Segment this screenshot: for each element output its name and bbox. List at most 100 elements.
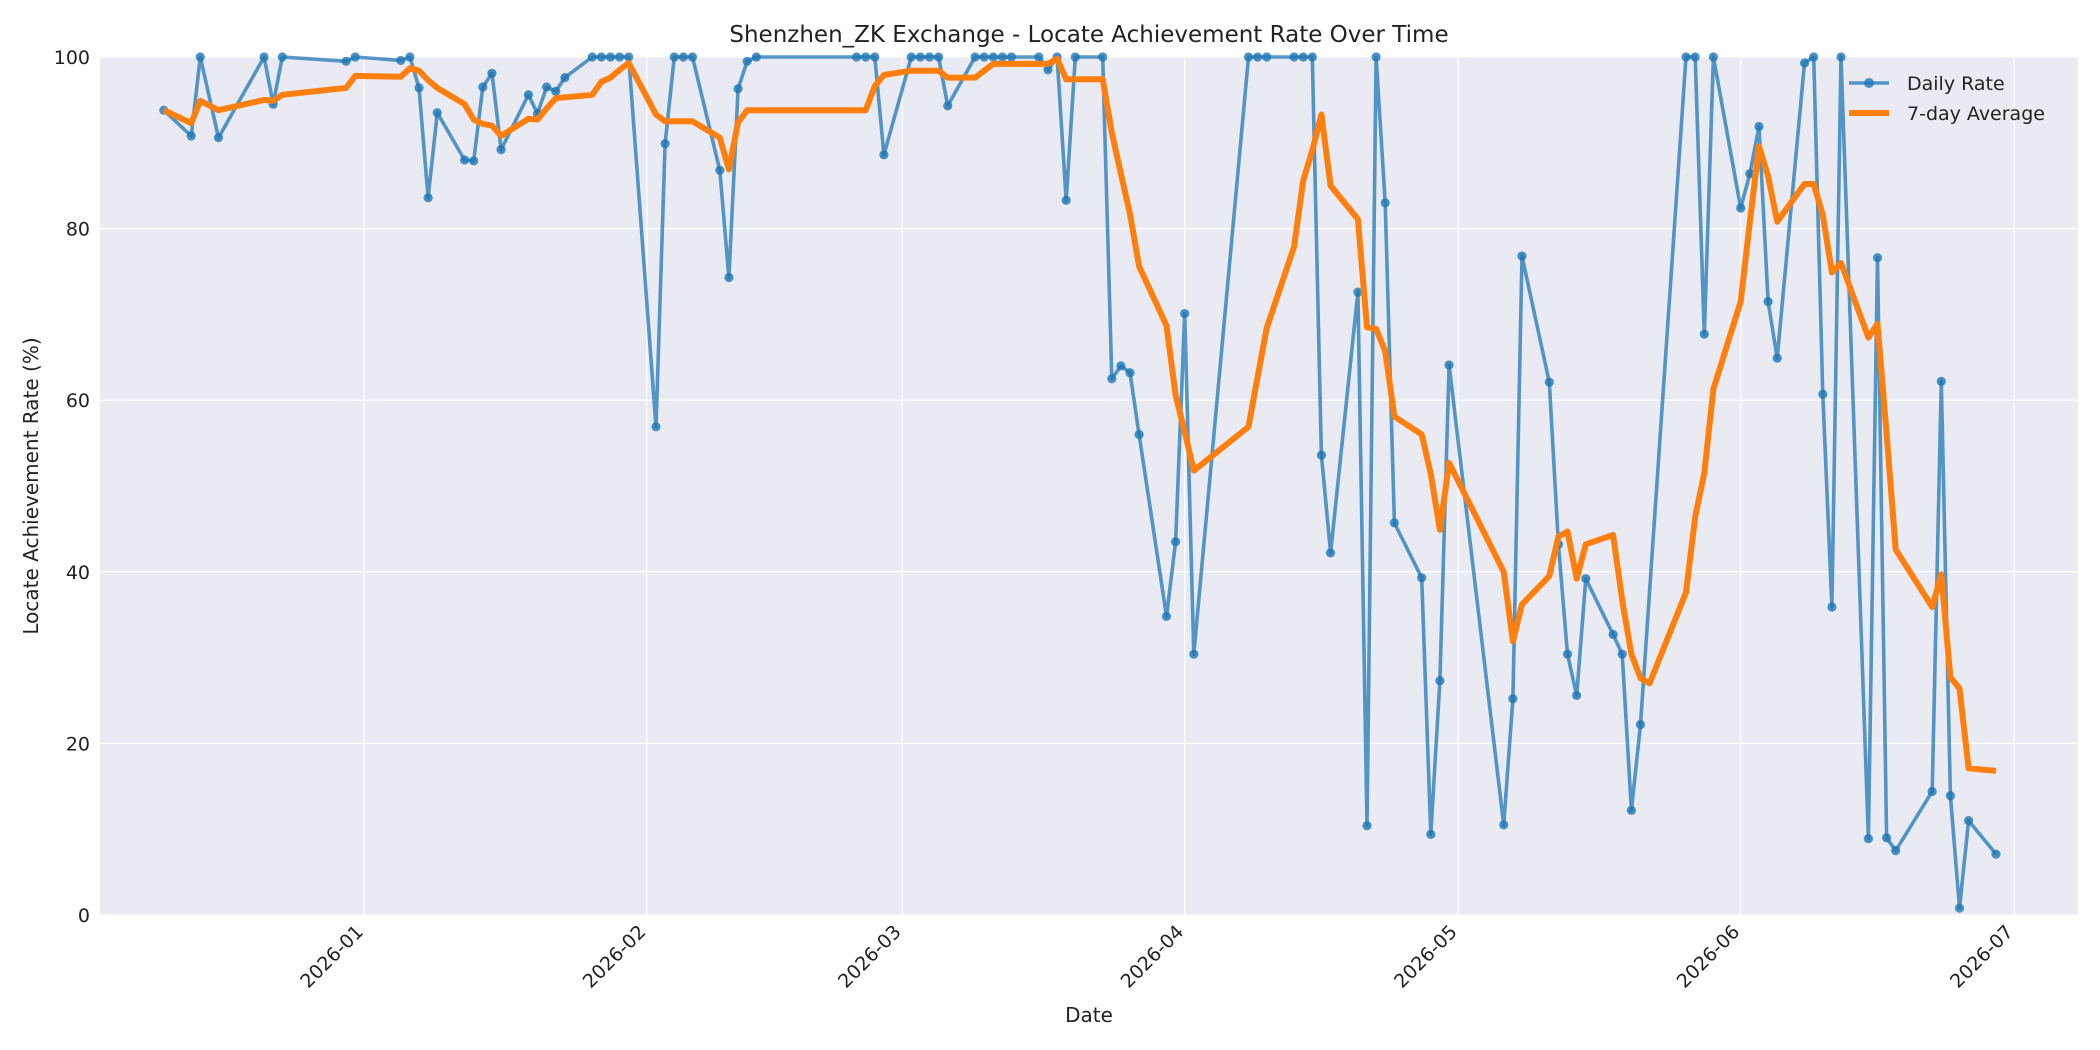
x-axis-title: Date (1065, 1003, 1113, 1027)
daily-rate-point (742, 56, 752, 66)
daily-rate-point (1517, 251, 1527, 261)
daily-rate-point (1116, 361, 1126, 371)
daily-rate-point (669, 52, 679, 62)
daily-rate-point (277, 52, 287, 62)
daily-rate-point (350, 52, 360, 62)
y-tick-label: 0 (78, 905, 90, 927)
daily-rate-point (195, 52, 205, 62)
daily-rate-point (414, 83, 424, 93)
daily-rate-point (614, 52, 625, 62)
daily-rate-point (1161, 611, 1172, 622)
daily-rate-point (1572, 690, 1582, 700)
daily-rate-point (1617, 649, 1627, 659)
daily-rate-point (186, 131, 196, 141)
daily-rate-point (478, 82, 488, 92)
daily-rate-point (943, 101, 953, 111)
daily-rate-point (469, 156, 479, 166)
daily-rate-point (1389, 518, 1399, 528)
daily-rate-point (1499, 820, 1509, 830)
daily-rate-point (1371, 52, 1381, 62)
daily-rate-point (1444, 360, 1454, 370)
daily-rate-point (487, 68, 497, 78)
daily-rate-point (715, 165, 725, 175)
y-tick-label: 60 (66, 390, 90, 412)
plot-area (100, 57, 2078, 915)
daily-rate-point (1891, 846, 1901, 856)
daily-rate-point (213, 133, 224, 143)
y-tick-label: 40 (66, 562, 90, 584)
daily-rate-point (861, 52, 871, 62)
daily-rate-point (1954, 903, 1965, 913)
daily-rate-point (1818, 389, 1828, 399)
daily-rate-point (1544, 377, 1554, 387)
daily-rate-point (1562, 649, 1573, 659)
daily-rate-point (1289, 52, 1299, 62)
daily-rate-point (1170, 537, 1181, 547)
daily-rate-point (1125, 368, 1135, 378)
y-tick-label: 100 (54, 47, 90, 69)
daily-rate-point (915, 52, 925, 62)
daily-rate-point (1626, 805, 1636, 815)
daily-rate-point (1180, 308, 1190, 319)
daily-rate-point (1809, 52, 1819, 62)
daily-rate-point (1736, 203, 1746, 213)
legend-daily-label: Daily Rate (1907, 73, 2005, 95)
daily-rate-point (423, 193, 433, 203)
daily-rate-point (1380, 198, 1390, 208)
daily-rate-point (405, 52, 415, 62)
daily-rate-point (1362, 821, 1372, 831)
daily-rate-point (1881, 833, 1892, 843)
daily-rate-point (724, 272, 734, 283)
daily-rate-point (1034, 52, 1044, 62)
daily-rate-point (1991, 849, 2001, 859)
daily-rate-point (396, 55, 406, 66)
legend-daily-marker (1864, 78, 1874, 88)
daily-rate-point (1936, 376, 1946, 386)
daily-rate-point (1827, 602, 1837, 612)
daily-rate-point (1134, 429, 1144, 440)
daily-rate-point (1872, 253, 1883, 263)
legend-average-label: 7-day Average (1907, 103, 2045, 125)
daily-rate-point (1243, 52, 1254, 62)
daily-rate-point (432, 108, 442, 118)
daily-rate-point (1316, 450, 1327, 460)
daily-rate-point (1006, 52, 1017, 62)
daily-rate-point (997, 52, 1008, 62)
daily-rate-point (1772, 353, 1782, 363)
daily-rate-point (1417, 573, 1427, 583)
daily-rate-point (678, 52, 688, 62)
daily-rate-point (879, 150, 889, 160)
daily-rate-point (1945, 791, 1955, 801)
daily-rate-point (1098, 52, 1108, 62)
daily-rate-point (1863, 834, 1873, 844)
daily-rate-point (924, 52, 935, 62)
daily-rate-point (523, 90, 534, 100)
daily-rate-point (1635, 719, 1646, 730)
daily-rate-point (460, 155, 470, 165)
daily-rate-point (870, 52, 880, 62)
daily-rate-point (341, 56, 351, 66)
daily-rate-point (1070, 52, 1080, 62)
daily-rate-point (496, 145, 506, 155)
daily-rate-point (751, 52, 761, 62)
daily-rate-point (1836, 52, 1846, 62)
daily-rate-point (1927, 786, 1937, 797)
seven-day-average-line (162, 55, 1997, 774)
daily-rate-point (1608, 629, 1618, 640)
daily-rate-point (1426, 829, 1436, 839)
series-layer (159, 52, 2001, 913)
daily-rate-point (1189, 649, 1199, 659)
daily-rate-point (259, 52, 269, 62)
chart-title: Shenzhen_ZK Exchange - Locate Achievemen… (729, 22, 1448, 48)
daily-rate-point (624, 52, 634, 62)
legend: Daily Rate 7-day Average (1849, 73, 2045, 125)
daily-rate-point (1325, 548, 1336, 558)
daily-rate-point (1298, 52, 1308, 62)
daily-rate-point (1763, 296, 1773, 307)
daily-rate-point (851, 52, 862, 62)
daily-rate-point (1681, 52, 1691, 62)
daily-rate-point (542, 82, 552, 92)
daily-rate-point (906, 52, 916, 62)
